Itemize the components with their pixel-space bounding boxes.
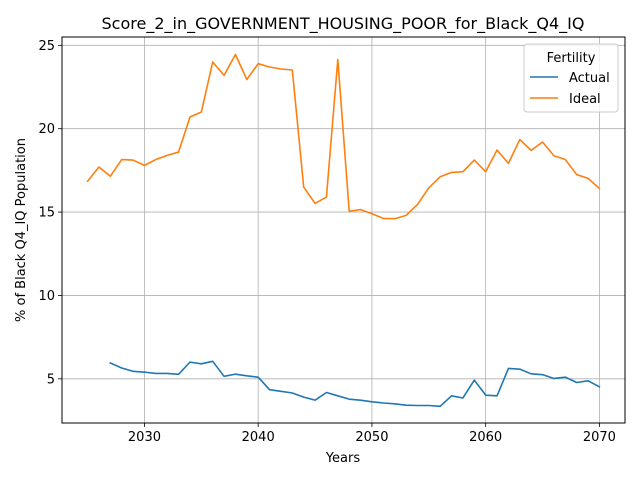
legend: Fertility Actual Ideal [523,43,619,113]
x-tick-label: 2030 [128,430,161,445]
x-axis-label: Years [325,451,361,466]
x-tick-label: 2060 [469,430,502,445]
series-lines [86,53,601,408]
y-tick-label: 20 [38,122,55,137]
y-tick-label: 15 [38,206,55,221]
y-tick-label: 5 [47,372,55,387]
y-axis-label: % of Black Q4_IQ Population [14,138,29,322]
chart-title: Score_2_in_GOVERNMENT_HOUSING_POOR_for_B… [102,14,585,34]
legend-label-actual: Actual [569,71,610,86]
x-tick-label: 2040 [242,430,275,445]
y-tick-label: 10 [38,289,55,304]
series-line-ideal [86,53,601,220]
legend-box [523,43,619,113]
x-tick-label: 2050 [355,430,388,445]
legend-title: Fertility [547,51,596,66]
y-tick-label: 25 [38,39,55,54]
legend-label-ideal: Ideal [569,92,601,107]
plot-frame [61,36,626,424]
axis-ticks: 2030 2040 2050 2060 2070 5 10 15 20 25 [38,39,616,445]
x-tick-label: 2070 [583,430,616,445]
series-line-actual [109,360,601,408]
